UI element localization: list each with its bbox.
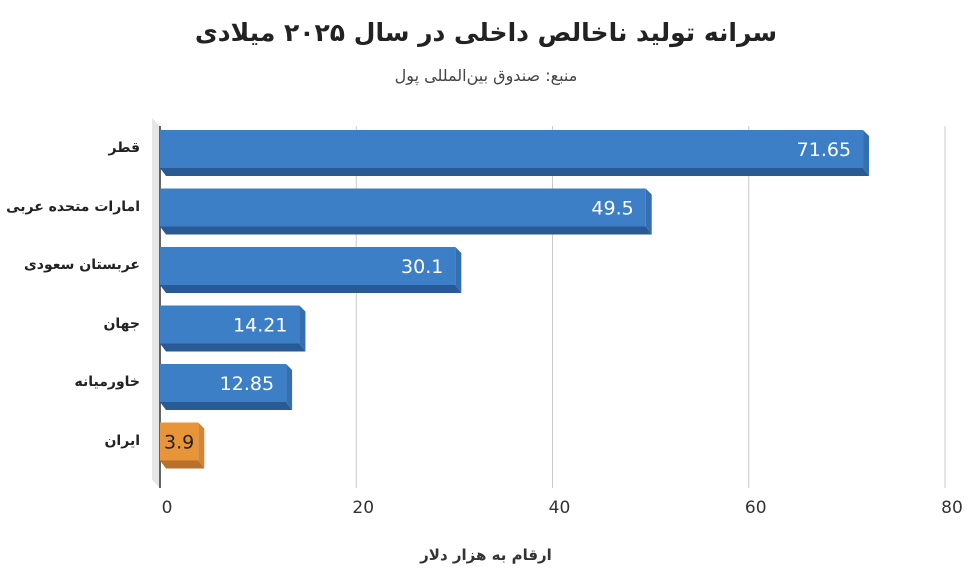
bar-side: [455, 247, 462, 293]
x-tick-label: 20: [352, 498, 374, 518]
bar-bottom: [160, 402, 293, 410]
category-label: خاورمیانه: [74, 374, 141, 390]
bar-side: [286, 364, 293, 410]
bar: 14.21: [160, 305, 306, 352]
data-label: 14.21: [233, 315, 287, 337]
category-label: عربستان سعودی: [23, 257, 140, 273]
bar-bottom: [160, 168, 870, 176]
bar-bottom: [160, 460, 205, 469]
bar: 30.1: [160, 247, 462, 293]
bar-bottom: [160, 285, 462, 293]
data-label: 12.85: [220, 373, 274, 395]
data-label: 49.5: [591, 198, 633, 220]
category-label: جهان: [103, 315, 140, 332]
x-tick-label: 0: [162, 498, 173, 518]
data-label: 71.65: [797, 139, 851, 161]
bar: 71.65: [160, 130, 870, 176]
bar-front: [160, 422, 199, 461]
bar-side: [198, 422, 205, 469]
chart-title: سرانه تولید ناخالص داخلی در سال ۲۰۲۵ میل…: [194, 18, 778, 47]
bar-side: [863, 130, 870, 176]
x-tick-label: 40: [549, 498, 571, 518]
bar-bottom: [160, 343, 306, 352]
category-label: امارات متحده عربی: [6, 198, 140, 215]
x-tick-label: 60: [745, 498, 767, 518]
category-label: ایران: [104, 432, 140, 449]
data-label: 30.1: [401, 256, 443, 278]
bar: 12.85: [160, 364, 293, 410]
bar-side: [645, 188, 652, 235]
bar-side: [299, 305, 306, 352]
bar-front: [160, 247, 456, 285]
chart-subtitle: منبع: صندوق بین‌المللی پول: [394, 66, 578, 85]
bar-bottom: [160, 226, 652, 235]
x-axis-label: ارقام به هزار دلار: [420, 546, 552, 564]
category-label: قطر: [108, 140, 140, 156]
bar: 3.9: [160, 422, 205, 469]
bar-front: [160, 130, 864, 168]
bar-front: [160, 188, 646, 227]
bar-front: [160, 305, 300, 344]
x-tick-label: 80: [941, 498, 963, 518]
bar-front: [160, 364, 287, 402]
data-label: 3.9: [164, 432, 194, 454]
axis-wall: [152, 118, 160, 488]
bar: 49.5: [160, 188, 652, 235]
